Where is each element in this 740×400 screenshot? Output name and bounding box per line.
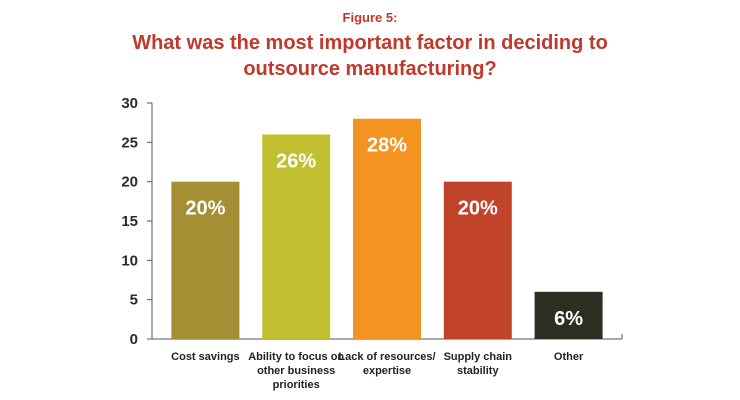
category-label: Supply chain stability	[443, 351, 513, 377]
data-label: 6%	[554, 308, 583, 330]
y-tick-label: 5	[130, 292, 138, 309]
y-tick-label: 30	[121, 95, 138, 112]
y-tick-label: 25	[121, 134, 138, 151]
y-tick-label: 10	[121, 252, 138, 269]
bar	[534, 291, 603, 339]
bar	[262, 134, 331, 339]
bar	[171, 181, 240, 339]
figure-label: Figure 5:	[342, 10, 398, 25]
y-tick-label: 0	[130, 331, 138, 348]
y-tick-label: 15	[121, 213, 138, 230]
data-label: 20%	[458, 198, 498, 220]
data-label: 28%	[367, 135, 407, 157]
chart-title: What was the most important factor in de…	[132, 32, 608, 80]
bar	[443, 181, 512, 339]
category-label: Other	[553, 351, 584, 363]
category-label: Lack of resources/ expertise	[338, 351, 436, 377]
data-label: 26%	[276, 150, 316, 172]
y-tick-label: 20	[121, 174, 138, 191]
data-label: 20%	[185, 198, 225, 220]
bar	[353, 118, 421, 339]
category-label: Cost savings	[171, 351, 240, 363]
category-label: Ability to focus on other business prior…	[248, 351, 345, 391]
